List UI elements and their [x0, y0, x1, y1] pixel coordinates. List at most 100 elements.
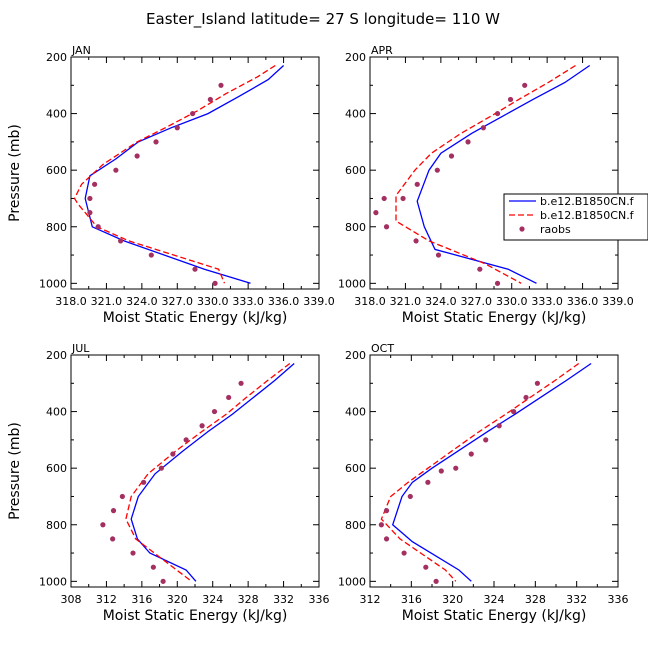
- raobs-point: [192, 266, 198, 272]
- raobs-point: [453, 465, 459, 471]
- x-tick-label: 339.0: [303, 295, 335, 308]
- x-tick-label: 318.0: [55, 295, 87, 308]
- x-tick-label: 324.0: [425, 295, 457, 308]
- raobs-point: [414, 181, 420, 187]
- panel-jul: JUL 200 400 600 800 1000 308 312 316 320 324 328 332…: [7, 342, 330, 624]
- raobs-point: [383, 508, 390, 514]
- raobs-point: [400, 195, 406, 202]
- legend-entry: b.e12.B1850CN.f: [540, 209, 635, 222]
- raobs-point: [158, 465, 164, 471]
- raobs-point: [153, 139, 159, 145]
- raobs-point: [522, 82, 528, 88]
- x-tick-label: 336: [608, 593, 629, 606]
- model-line-solid: [391, 362, 592, 582]
- legend-entry: b.e12.B1850CN.f: [540, 195, 635, 208]
- panel-label: JAN: [71, 44, 91, 57]
- x-tick-label: 324: [484, 593, 505, 606]
- raobs-point: [507, 96, 514, 103]
- x-tick-label: 308: [61, 593, 82, 606]
- x-tick-label: 332: [273, 593, 294, 606]
- x-tick-label: 328: [525, 593, 546, 606]
- raobs-point: [494, 110, 501, 117]
- raobs-point: [183, 437, 189, 443]
- raobs-point: [226, 394, 232, 401]
- legend-box: [503, 193, 648, 241]
- raobs-point: [383, 224, 390, 230]
- y-axis-label: Pressure (mb): [7, 422, 23, 520]
- y-tick-label: 1000: [338, 277, 366, 290]
- x-tick-label: 312: [96, 593, 117, 606]
- raobs-point: [95, 224, 101, 230]
- raobs-point: [150, 564, 156, 570]
- y-tick-label: 200: [46, 349, 67, 362]
- raobs-point: [100, 522, 106, 528]
- model-line-solid: [130, 363, 295, 582]
- x-tick-label: 330.0: [496, 295, 528, 308]
- raobs-point: [423, 564, 429, 570]
- raobs-point: [118, 238, 124, 244]
- y-tick-label: 200: [46, 51, 67, 64]
- x-tick-label: 324.0: [126, 295, 158, 308]
- raobs-point: [383, 536, 390, 542]
- panel-label: OCT: [371, 342, 394, 355]
- raobs-point: [110, 536, 116, 542]
- raobs-point: [373, 210, 379, 216]
- raobs-point: [465, 139, 471, 145]
- raobs-point: [401, 550, 407, 556]
- x-tick-label: 318.0: [354, 295, 386, 308]
- raobs-point: [438, 468, 444, 474]
- raobs-point: [110, 508, 117, 514]
- x-tick-label: 330.0: [197, 295, 229, 308]
- x-tick-label: 321.0: [91, 295, 123, 308]
- x-tick-label: 333.0: [531, 295, 563, 308]
- y-tick-label: 600: [345, 164, 366, 177]
- x-tick-label: 336.0: [567, 295, 599, 308]
- raobs-point: [141, 479, 147, 485]
- x-tick-label: 333.0: [232, 295, 264, 308]
- x-axis-label: Moist Static Energy (kJ/kg): [103, 608, 288, 624]
- model-line-dashed: [380, 362, 580, 582]
- x-axis-label: Moist Static Energy (kJ/kg): [103, 310, 288, 326]
- y-tick-label: 800: [345, 221, 366, 234]
- x-tick-label: 324: [202, 593, 223, 606]
- raobs-point: [211, 408, 218, 415]
- x-tick-label: 339.0: [602, 295, 634, 308]
- panel-label: APR: [371, 44, 393, 57]
- y-tick-label: 400: [345, 406, 366, 419]
- model-line-dashed: [125, 362, 291, 582]
- raobs-point: [207, 96, 213, 103]
- raobs-point: [199, 423, 205, 429]
- raobs-point: [113, 167, 119, 173]
- raobs-point: [480, 125, 486, 131]
- x-tick-label: 320: [442, 593, 463, 606]
- legend-entry: raobs: [540, 223, 571, 236]
- y-tick-label: 800: [46, 221, 67, 234]
- raobs-point: [425, 479, 431, 485]
- y-tick-label: 800: [345, 519, 366, 532]
- raobs-point: [381, 195, 387, 202]
- raobs-point: [174, 125, 180, 131]
- x-tick-label: 336.0: [268, 295, 300, 308]
- legend-swatch: [519, 226, 525, 232]
- y-tick-label: 1000: [39, 277, 67, 290]
- raobs-point: [170, 451, 176, 457]
- y-tick-label: 400: [46, 406, 67, 419]
- raobs-point: [148, 252, 154, 258]
- raobs-point: [534, 380, 541, 386]
- raobs-point: [87, 210, 93, 216]
- y-tick-label: 600: [345, 462, 366, 475]
- model-line-dashed: [73, 64, 276, 284]
- raobs-point: [378, 522, 384, 528]
- y-tick-label: 600: [46, 164, 67, 177]
- raobs-point: [238, 380, 244, 386]
- raobs-point: [160, 578, 166, 584]
- x-axis-label: Moist Static Energy (kJ/kg): [402, 608, 587, 624]
- y-tick-label: 200: [345, 51, 366, 64]
- x-tick-label: 328: [238, 593, 259, 606]
- raobs-point: [212, 280, 218, 286]
- raobs-point: [494, 280, 501, 286]
- x-tick-label: 332: [566, 593, 587, 606]
